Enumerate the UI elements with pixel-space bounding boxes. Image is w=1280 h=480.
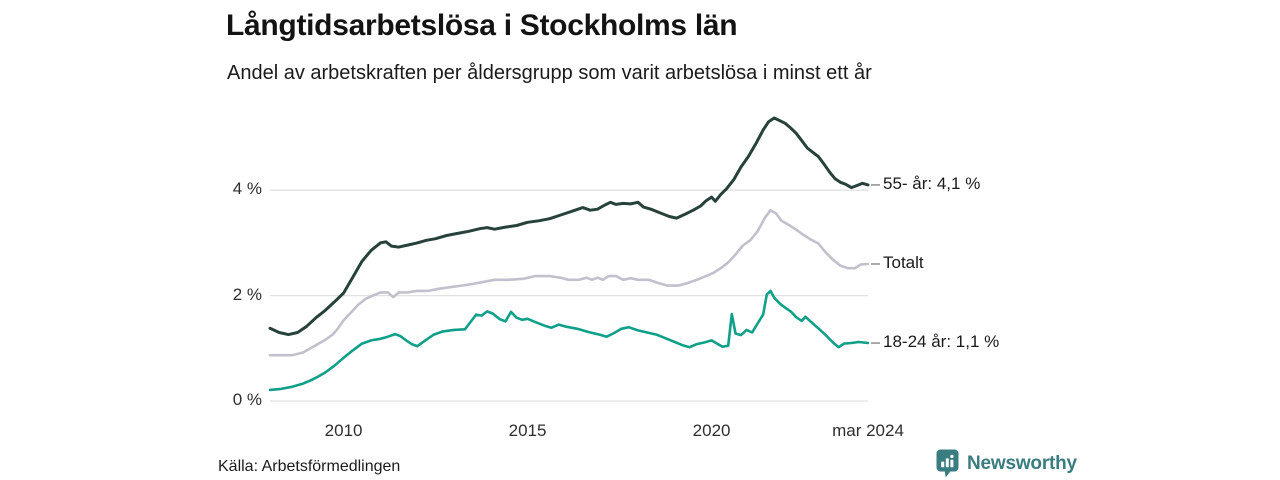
series-line-Totalt	[268, 208, 870, 357]
bar-chart-bubble-icon	[936, 449, 959, 478]
series-end-label-18-24r: 18-24 år: 1,1 %	[883, 332, 1000, 352]
x-axis-tick-label: mar 2024	[832, 421, 904, 440]
x-axis-tick-label: 2015	[508, 421, 547, 440]
series-line-55-r	[268, 116, 870, 337]
y-axis-tick-label: 4 %	[232, 179, 262, 199]
series-end-label-Totalt: Totalt	[883, 252, 924, 272]
chart-title: Långtidsarbetslösa i Stockholms län	[226, 9, 738, 42]
source-note: Källa: Arbetsförmedlingen	[218, 458, 401, 475]
y-axis-tick-label: 2 %	[232, 284, 262, 304]
series-end-label-55-r: 55- år: 4,1 %	[883, 173, 981, 193]
brand-wordmark: Newsworthy	[967, 452, 1077, 474]
y-axis-tick-label: 0 %	[232, 390, 262, 409]
newsworthy-logo: Newsworthy	[936, 449, 1077, 478]
series-line-18-24r	[268, 289, 870, 392]
x-axis-tick-label: 2020	[692, 421, 731, 440]
x-axis-tick-label: 2010	[324, 421, 363, 440]
chart-subtitle: Andel av arbetskraften per åldersgrupp s…	[227, 62, 872, 84]
